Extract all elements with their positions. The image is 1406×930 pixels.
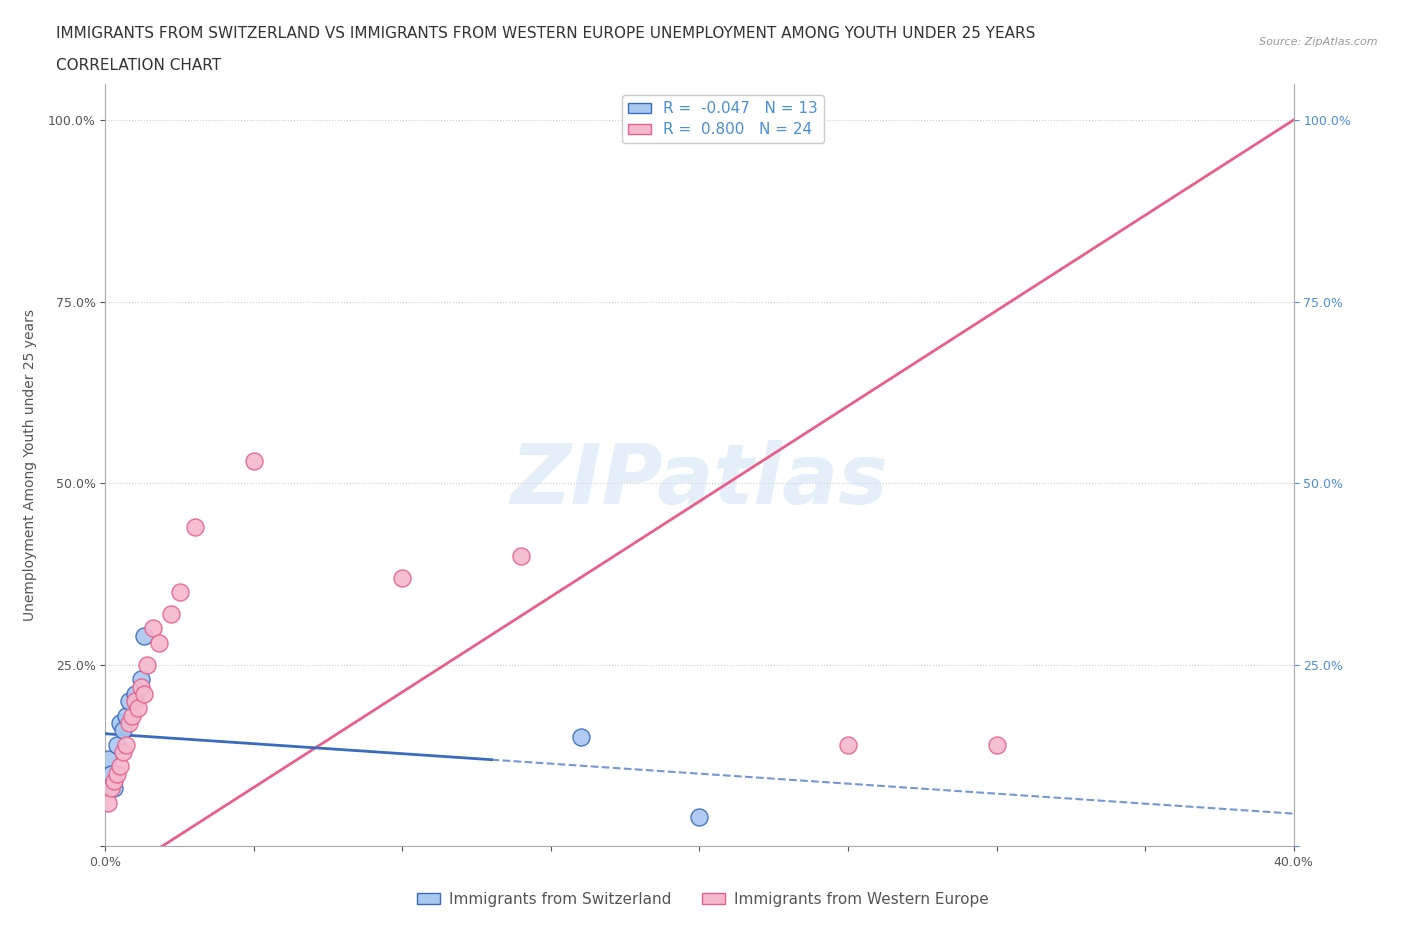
Point xyxy=(129,671,152,686)
Point xyxy=(118,715,141,730)
Point xyxy=(569,730,592,745)
Point xyxy=(142,621,165,636)
Point xyxy=(97,751,120,766)
Point xyxy=(124,686,146,701)
Point xyxy=(148,635,170,650)
Point xyxy=(159,606,181,621)
Point xyxy=(103,774,125,789)
Legend: R =  -0.047   N = 13, R =  0.800   N = 24: R = -0.047 N = 13, R = 0.800 N = 24 xyxy=(623,95,824,143)
Point xyxy=(129,679,152,694)
Point xyxy=(689,810,711,825)
Point xyxy=(110,715,132,730)
Point xyxy=(169,585,191,600)
Point xyxy=(136,658,159,672)
Point xyxy=(183,519,205,534)
Point xyxy=(103,781,125,796)
Point xyxy=(100,766,122,781)
Point xyxy=(112,744,135,759)
Point xyxy=(110,759,132,774)
Point xyxy=(112,723,135,737)
Legend: Immigrants from Switzerland, Immigrants from Western Europe: Immigrants from Switzerland, Immigrants … xyxy=(411,886,995,913)
Point xyxy=(115,737,138,752)
Point xyxy=(510,549,533,564)
Point xyxy=(127,701,149,716)
Point xyxy=(132,686,155,701)
Point xyxy=(121,708,143,723)
Point xyxy=(105,766,128,781)
Text: ZIPatlas: ZIPatlas xyxy=(510,440,889,521)
Point xyxy=(100,781,122,796)
Point xyxy=(105,737,128,752)
Text: CORRELATION CHART: CORRELATION CHART xyxy=(56,58,221,73)
Point xyxy=(837,737,859,752)
Point xyxy=(391,570,413,585)
Point xyxy=(118,694,141,709)
Point xyxy=(124,694,146,709)
Point xyxy=(97,795,120,810)
Y-axis label: Unemployment Among Youth under 25 years: Unemployment Among Youth under 25 years xyxy=(22,309,37,621)
Point xyxy=(132,629,155,644)
Point xyxy=(243,454,266,469)
Point xyxy=(986,737,1008,752)
Point xyxy=(115,708,138,723)
Text: IMMIGRANTS FROM SWITZERLAND VS IMMIGRANTS FROM WESTERN EUROPE UNEMPLOYMENT AMONG: IMMIGRANTS FROM SWITZERLAND VS IMMIGRANT… xyxy=(56,26,1036,41)
Text: Source: ZipAtlas.com: Source: ZipAtlas.com xyxy=(1260,37,1378,47)
